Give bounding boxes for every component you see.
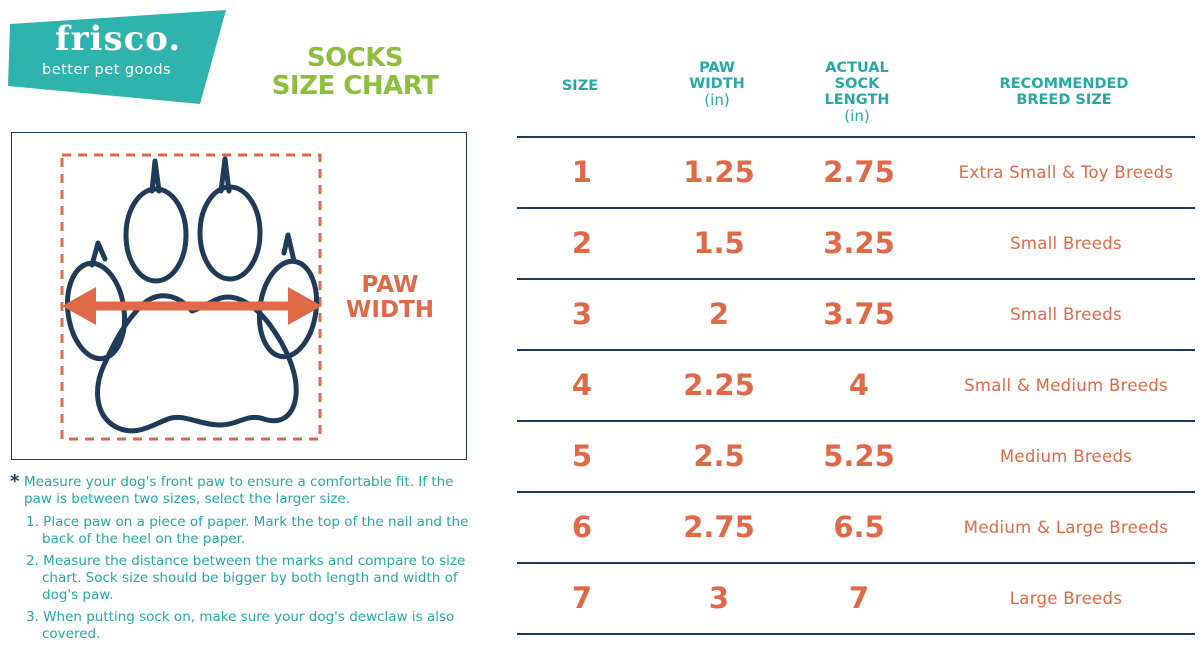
- table-bottom-rule: [517, 633, 1195, 635]
- cell-size: 7: [571, 581, 593, 615]
- logo-badge: [8, 10, 226, 104]
- size-table: 1 1.25 2.75 Extra Small & Toy Breeds 2 1…: [517, 136, 1195, 635]
- header-breed-size: RECOMMENDED BREED SIZE: [935, 76, 1193, 108]
- cell-size: 2: [571, 226, 593, 260]
- cell-paw-width: 2.75: [683, 510, 755, 544]
- cell-breed: Small Breeds: [1010, 234, 1122, 253]
- table-row: 6 2.75 6.5 Medium & Large Breeds: [517, 491, 1195, 562]
- size-table-header: SIZE PAW WIDTH (in) ACTUAL SOCK LENGTH (…: [515, 58, 1195, 134]
- cell-paw-width: 1.5: [693, 226, 745, 260]
- cell-size: 3: [571, 297, 593, 331]
- cell-paw-width: 3: [708, 581, 730, 615]
- cell-breed: Small Breeds: [1010, 305, 1122, 324]
- header-paw-width: PAW WIDTH (in): [653, 60, 781, 108]
- cell-paw-width: 2: [708, 297, 730, 331]
- notes-step-3: 3. When putting sock on, make sure your …: [26, 609, 455, 642]
- asterisk-icon: *: [10, 471, 20, 492]
- cell-paw-width: 1.25: [683, 155, 755, 189]
- notes-step-2: 2. Measure the distance between the mark…: [26, 553, 466, 603]
- cell-sock-length: 5.25: [823, 439, 895, 473]
- cell-sock-length: 6.5: [833, 510, 885, 544]
- table-row: 3 2 3.75 Small Breeds: [517, 278, 1195, 349]
- cell-breed: Small & Medium Breeds: [964, 376, 1168, 395]
- header-size-label: SIZE: [561, 78, 599, 94]
- cell-size: 1: [571, 155, 593, 189]
- paw-width-label: PAW WIDTH: [338, 273, 442, 323]
- header-paw-width-unit: (in): [704, 91, 730, 109]
- header-size: SIZE: [515, 78, 645, 94]
- header-sock-length-line-2: SOCK: [834, 76, 880, 92]
- measurement-notes: * Measure your dog's front paw to ensure…: [10, 471, 475, 648]
- table-row: 1 1.25 2.75 Extra Small & Toy Breeds: [517, 136, 1195, 207]
- header-paw-width-line-1: PAW: [699, 60, 735, 76]
- logo-tagline: better pet goods: [42, 62, 172, 78]
- frisco-logo: frisco. better pet goods: [0, 0, 240, 110]
- paw-diagram: PAW WIDTH: [11, 132, 467, 460]
- cell-breed: Medium Breeds: [999, 447, 1133, 466]
- paw-width-label-line-1: PAW: [361, 272, 419, 298]
- logo-brand-name: frisco.: [55, 19, 182, 59]
- cell-breed: Large Breeds: [1009, 589, 1123, 608]
- notes-intro: * Measure your dog's front paw to ensure…: [10, 471, 475, 508]
- table-row: 4 2.25 4 Small & Medium Breeds: [517, 349, 1195, 420]
- title-line-1: SOCKS: [306, 43, 404, 73]
- notes-step-1: 1. Place paw on a piece of paper. Mark t…: [26, 514, 469, 547]
- notes-intro-text: Measure your dog's front paw to ensure a…: [24, 474, 454, 507]
- header-sock-length: ACTUAL SOCK LENGTH (in): [793, 60, 921, 124]
- header-sock-length-line-3: LENGTH: [824, 92, 890, 108]
- cell-size: 5: [571, 439, 593, 473]
- cell-sock-length: 2.75: [823, 155, 895, 189]
- cell-breed: Extra Small & Toy Breeds: [958, 163, 1174, 182]
- cell-sock-length: 3.25: [823, 226, 895, 260]
- table-row: 5 2.5 5.25 Medium Breeds: [517, 420, 1195, 491]
- header-sock-length-line-1: ACTUAL: [825, 60, 889, 76]
- cell-paw-width: 2.5: [693, 439, 745, 473]
- header-breed-line-1: RECOMMENDED: [999, 76, 1129, 92]
- paw-width-label-line-2: WIDTH: [346, 297, 434, 323]
- cell-size: 6: [571, 510, 593, 544]
- cell-paw-width: 2.25: [683, 368, 755, 402]
- header-breed-line-2: BREED SIZE: [1016, 92, 1112, 108]
- cell-breed: Medium & Large Breeds: [963, 518, 1169, 537]
- table-row: 2 1.5 3.25 Small Breeds: [517, 207, 1195, 278]
- paw-icon: [60, 153, 322, 441]
- cell-size: 4: [571, 368, 593, 402]
- header-sock-length-unit: (in): [844, 107, 870, 125]
- cell-sock-length: 4: [848, 368, 870, 402]
- page-title: SOCKS SIZE CHART: [270, 44, 440, 100]
- cell-sock-length: 7: [848, 581, 870, 615]
- header-paw-width-line-2: WIDTH: [689, 76, 745, 92]
- cell-sock-length: 3.75: [823, 297, 895, 331]
- table-row: 7 3 7 Large Breeds: [517, 562, 1195, 633]
- title-line-2: SIZE CHART: [271, 71, 439, 101]
